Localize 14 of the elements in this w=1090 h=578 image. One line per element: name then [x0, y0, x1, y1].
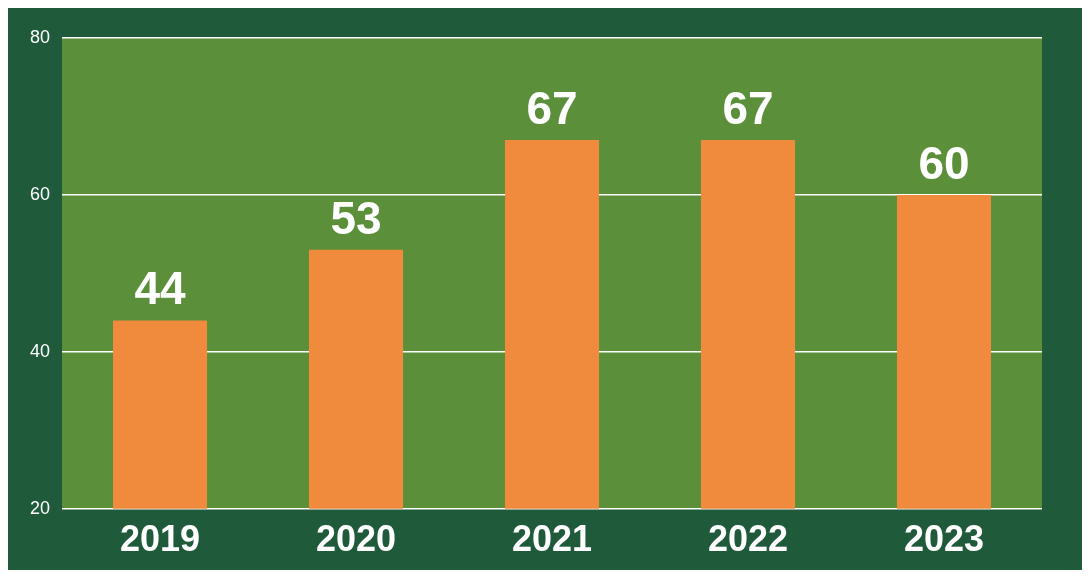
- x-tick-label: 2021: [511, 518, 593, 560]
- y-tick-label: 60: [29, 183, 51, 204]
- data-label: 67: [526, 81, 578, 134]
- data-label: 44: [134, 262, 187, 315]
- x-tick-label: 2020: [315, 518, 397, 560]
- x-tick-label: 2019: [119, 518, 201, 560]
- data-label: 53: [330, 191, 382, 244]
- y-tick-label: 40: [29, 340, 51, 361]
- y-tick-label: 80: [29, 26, 51, 47]
- x-tick-label: 2023: [903, 518, 985, 560]
- data-label: 60: [918, 136, 970, 189]
- x-tick-label: 2022: [707, 518, 789, 560]
- y-tick-label: 20: [29, 497, 51, 518]
- data-label: 67: [722, 81, 774, 134]
